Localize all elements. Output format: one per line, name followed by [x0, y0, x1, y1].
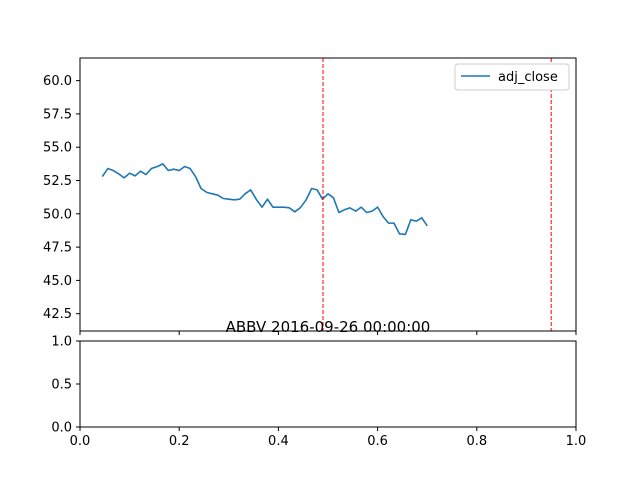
bottom-y-tick-label: 1.0	[51, 335, 72, 350]
bottom-x-tick-label: 1.0	[566, 434, 587, 449]
bottom-y-tick-label: 0.5	[51, 378, 72, 393]
legend: adj_close	[454, 63, 570, 91]
bottom-x-tick-label: 0.6	[367, 434, 388, 449]
top-series-layer	[101, 163, 428, 236]
bottom-chart-title: ABBV 2016-09-26 00:00:00	[226, 318, 431, 336]
top-y-tick-label: 55.0	[43, 141, 72, 156]
bottom-x-tick-label: 0.2	[169, 434, 190, 449]
top-y-tick-label: 52.5	[43, 174, 72, 189]
top-axes: 42.5 45.0 47.5 50.0 52.5 55.0 57.5 60.0 adj_clo…	[43, 57, 577, 335]
bottom-axes: 0.0 0.5 1.0 0.0 0.2 0.4 0.6 0.8 1.0 ABBV 2016-0…	[51, 318, 586, 449]
bottom-plot-area	[80, 341, 576, 427]
series-line-adj-close	[101, 163, 428, 236]
bottom-x-tick-label: 0.4	[268, 434, 289, 449]
top-x-tick-marks	[79, 331, 577, 335]
legend-label: adj_close	[498, 70, 558, 85]
bottom-x-tick-label: 0.8	[466, 434, 487, 449]
top-y-tick-label: 47.5	[43, 241, 72, 256]
top-y-tick-label: 45.0	[43, 274, 72, 289]
top-y-tick-label: 50.0	[43, 207, 72, 222]
bottom-x-axis: 0.0 0.2 0.4 0.6 0.8 1.0	[70, 427, 587, 449]
top-y-axis: 42.5 45.0 47.5 50.0 52.5 55.0 57.5 60.0	[43, 74, 80, 322]
top-y-tick-label: 57.5	[43, 107, 72, 122]
bottom-x-tick-label: 0.0	[70, 434, 91, 449]
top-y-tick-label: 60.0	[43, 74, 72, 89]
top-axes-frame	[79, 57, 577, 332]
bottom-axes-frame	[79, 340, 577, 428]
bottom-y-axis: 0.0 0.5 1.0	[51, 335, 80, 436]
top-vlines-layer	[322, 58, 552, 331]
top-y-tick-label: 42.5	[43, 307, 72, 322]
legend-box	[454, 63, 570, 91]
bottom-y-tick-label: 0.0	[51, 421, 72, 436]
